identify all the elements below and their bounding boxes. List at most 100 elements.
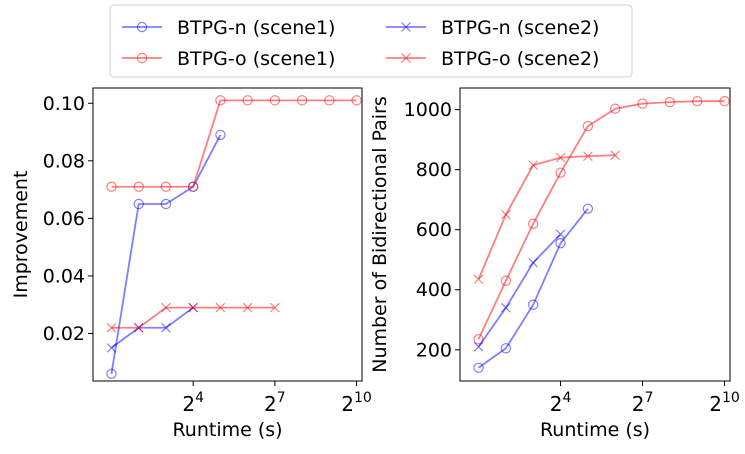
data-point: [719, 96, 730, 107]
data-point: [610, 150, 621, 161]
legend-label: BTPG-n (scene2): [441, 17, 599, 39]
data-point: [582, 203, 594, 214]
y-tick-label: 1000: [404, 99, 452, 121]
series-line: [477, 154, 616, 280]
data-point: [215, 129, 226, 141]
legend-marker: [401, 22, 411, 32]
x-tick-exponent: 4: [562, 390, 571, 406]
series-btpg-o-scene1: [473, 96, 730, 345]
legend-marker: [136, 52, 148, 64]
data-point: [187, 181, 199, 192]
series-btpg-o-scene1: [106, 95, 362, 192]
y-tick-label: 0.04: [43, 265, 85, 287]
legend-label: BTPG-o (scene2): [441, 48, 599, 70]
y-tick-label: 0.06: [43, 208, 85, 230]
data-point: [583, 151, 593, 161]
legend-entry-btpg-n-scene2: BTPG-n (scene2): [386, 17, 599, 39]
x-axis-label: Runtime (s): [172, 419, 282, 441]
series-line: [477, 100, 725, 340]
data-point: [215, 95, 226, 106]
data-point: [324, 95, 335, 106]
data-point: [351, 95, 362, 106]
plot-frame: [92, 87, 363, 382]
legend-entry-btpg-o-scene2: BTPG-o (scene2): [386, 48, 599, 70]
data-point: [500, 275, 512, 286]
legend-marker: [136, 21, 148, 33]
legend-marker: [401, 53, 411, 63]
data-point: [610, 103, 621, 114]
series-line: [110, 306, 194, 349]
data-point: [473, 341, 484, 352]
data-point: [528, 218, 539, 229]
data-point: [528, 299, 539, 310]
data-point: [106, 322, 117, 333]
data-point: [133, 181, 144, 192]
plot-frame: [459, 87, 731, 382]
data-point: [582, 120, 594, 132]
data-point: [160, 181, 172, 192]
data-point: [528, 257, 539, 268]
data-point: [270, 302, 280, 313]
data-point: [133, 322, 144, 333]
y-tick-label: 200: [416, 339, 452, 361]
data-point: [296, 95, 308, 106]
x-axis-label: Runtime (s): [540, 419, 650, 441]
x-tick-label: 27: [632, 390, 654, 416]
y-tick-label: 400: [416, 279, 452, 301]
y-axis-label: Number of Bidirectional Pairs: [369, 96, 391, 373]
data-point: [555, 229, 566, 240]
x-tick-base: 2: [550, 392, 563, 416]
x-tick-base: 2: [264, 392, 277, 416]
data-point: [242, 95, 253, 106]
y-tick-label: 0.02: [43, 323, 85, 345]
legend-label: BTPG-n (scene1): [177, 17, 335, 39]
series-line: [477, 233, 562, 348]
x-tick-label: 24: [182, 390, 204, 416]
legend-label: BTPG-o (scene1): [177, 48, 335, 70]
series-btpg-n-scene1: [106, 129, 226, 380]
x-tick-exponent: 4: [195, 390, 204, 406]
data-point: [473, 362, 484, 373]
data-point: [188, 302, 198, 313]
data-point: [555, 152, 566, 163]
x-tick-label: 210: [341, 390, 372, 416]
series-line: [111, 99, 357, 188]
data-point: [160, 198, 172, 210]
series-line: [110, 134, 222, 374]
legend: BTPG-n (scene1) BTPG-n (scene2) BTPG-o (sc…: [109, 4, 633, 78]
series-line: [478, 208, 589, 369]
data-point: [500, 343, 512, 354]
data-point: [528, 160, 539, 170]
data-point: [161, 302, 171, 313]
data-point: [501, 209, 511, 220]
x-tick-exponent: 7: [277, 390, 286, 406]
data-point: [269, 95, 281, 106]
data-point: [637, 98, 648, 109]
data-point: [161, 322, 171, 333]
y-axis-label: Improvement: [10, 171, 32, 299]
data-point: [133, 198, 144, 210]
data-point: [664, 96, 676, 108]
x-tick-label: 27: [264, 390, 286, 416]
data-point: [106, 181, 117, 192]
legend-entry-btpg-o-scene1: BTPG-o (scene1): [122, 48, 335, 70]
series-btpg-n-scene2: [473, 229, 566, 352]
x-tick-exponent: 7: [644, 390, 653, 406]
data-point: [555, 238, 566, 249]
series-btpg-o-scene2: [473, 150, 621, 285]
series-btpg-o-scene2: [106, 302, 280, 333]
data-point: [473, 274, 484, 285]
data-point: [692, 96, 703, 107]
legend-entry-btpg-n-scene1: BTPG-n (scene1): [122, 17, 335, 39]
data-point: [555, 167, 566, 178]
x-tick-exponent: 10: [354, 390, 372, 406]
series-btpg-n-scene1: [473, 203, 594, 373]
x-tick-base: 2: [341, 392, 354, 416]
y-tick-label: 800: [416, 159, 452, 181]
x-tick-base: 2: [632, 392, 645, 416]
legend-box: [109, 4, 633, 78]
